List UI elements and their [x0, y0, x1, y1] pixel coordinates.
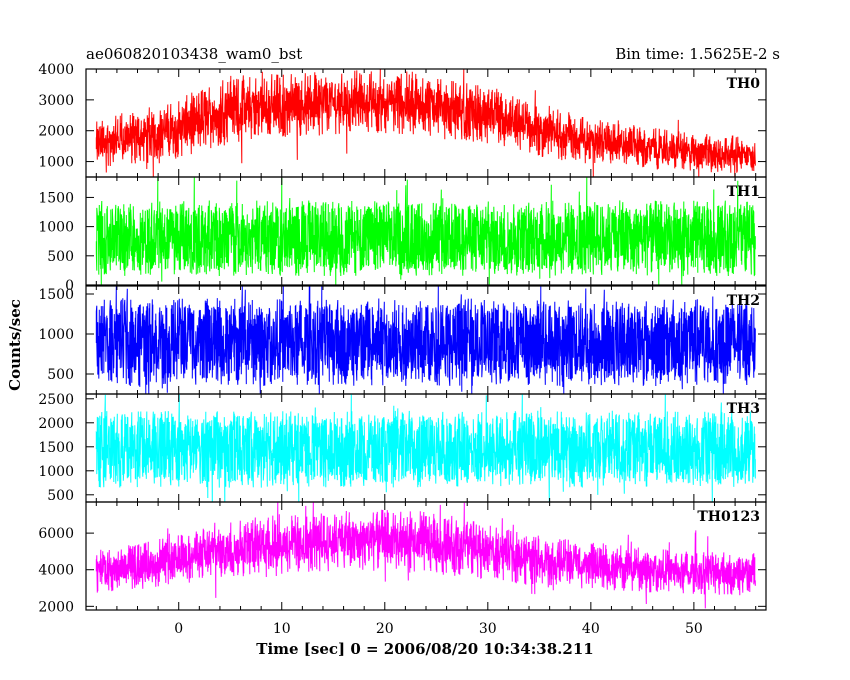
y-tick-label: 2000 [38, 599, 74, 615]
y-tick-label: 1500 [38, 287, 74, 303]
series-th2 [95, 286, 756, 394]
x-tick-label: 40 [582, 621, 600, 637]
x-tick-label: 0 [174, 621, 183, 637]
y-tick-label: 2000 [38, 124, 74, 140]
y-tick-label: 2000 [38, 416, 74, 432]
y-tick-label: 6000 [38, 526, 74, 542]
chart-title: ae060820103438_wam0_bst [86, 45, 302, 63]
x-tick-label: 10 [273, 621, 291, 637]
y-tick-label: 1500 [38, 190, 74, 206]
series-th3 [95, 394, 756, 502]
panel-th0123: 2000 4000 6000 TH0123 [38, 501, 767, 615]
y-tick-label: 4000 [38, 563, 74, 579]
panel-th3: 500 1000 1500 2000 2500 TH3 [38, 392, 767, 504]
series-th0 [95, 69, 756, 177]
panel-th2: 500 1000 1500 TH2 [38, 285, 767, 395]
series-th0123 [95, 502, 756, 609]
y-tick-label: 1500 [38, 440, 74, 456]
series-th1 [95, 177, 756, 285]
panel-th0: 1000 2000 3000 4000 TH0 [38, 62, 767, 178]
panel-th1: 0 500 1000 1500 TH1 [38, 176, 767, 294]
y-tick-label: 3000 [38, 93, 74, 109]
y-tick-label: 500 [47, 249, 74, 265]
y-tick-label: 0 [65, 278, 74, 294]
y-tick-label: 4000 [38, 62, 74, 78]
x-tick-label: 50 [685, 621, 703, 637]
y-tick-label: 1000 [38, 220, 74, 236]
panel-label-th0123: TH0123 [697, 509, 760, 525]
y-axis-title: Counts/sec [6, 299, 24, 391]
y-tick-label: 1000 [38, 327, 74, 343]
panel-label-th3: TH3 [727, 401, 760, 417]
panel-label-th1: TH1 [727, 184, 760, 200]
panel-label-th2: TH2 [727, 293, 760, 309]
x-tick-label: 20 [376, 621, 394, 637]
y-tick-label: 2500 [38, 392, 74, 408]
y-tick-label: 1000 [38, 464, 74, 480]
panel-label-th0: TH0 [727, 76, 761, 92]
x-tick-label: 30 [479, 621, 497, 637]
y-tick-label: 500 [47, 488, 74, 504]
y-tick-label: 500 [47, 367, 74, 383]
y-tick-label: 1000 [38, 155, 74, 171]
x-axis-title: Time [sec] 0 = 2006/08/20 10:34:38.211 [256, 640, 593, 658]
bin-time-label: Bin time: 1.5625E-2 s [615, 45, 780, 63]
